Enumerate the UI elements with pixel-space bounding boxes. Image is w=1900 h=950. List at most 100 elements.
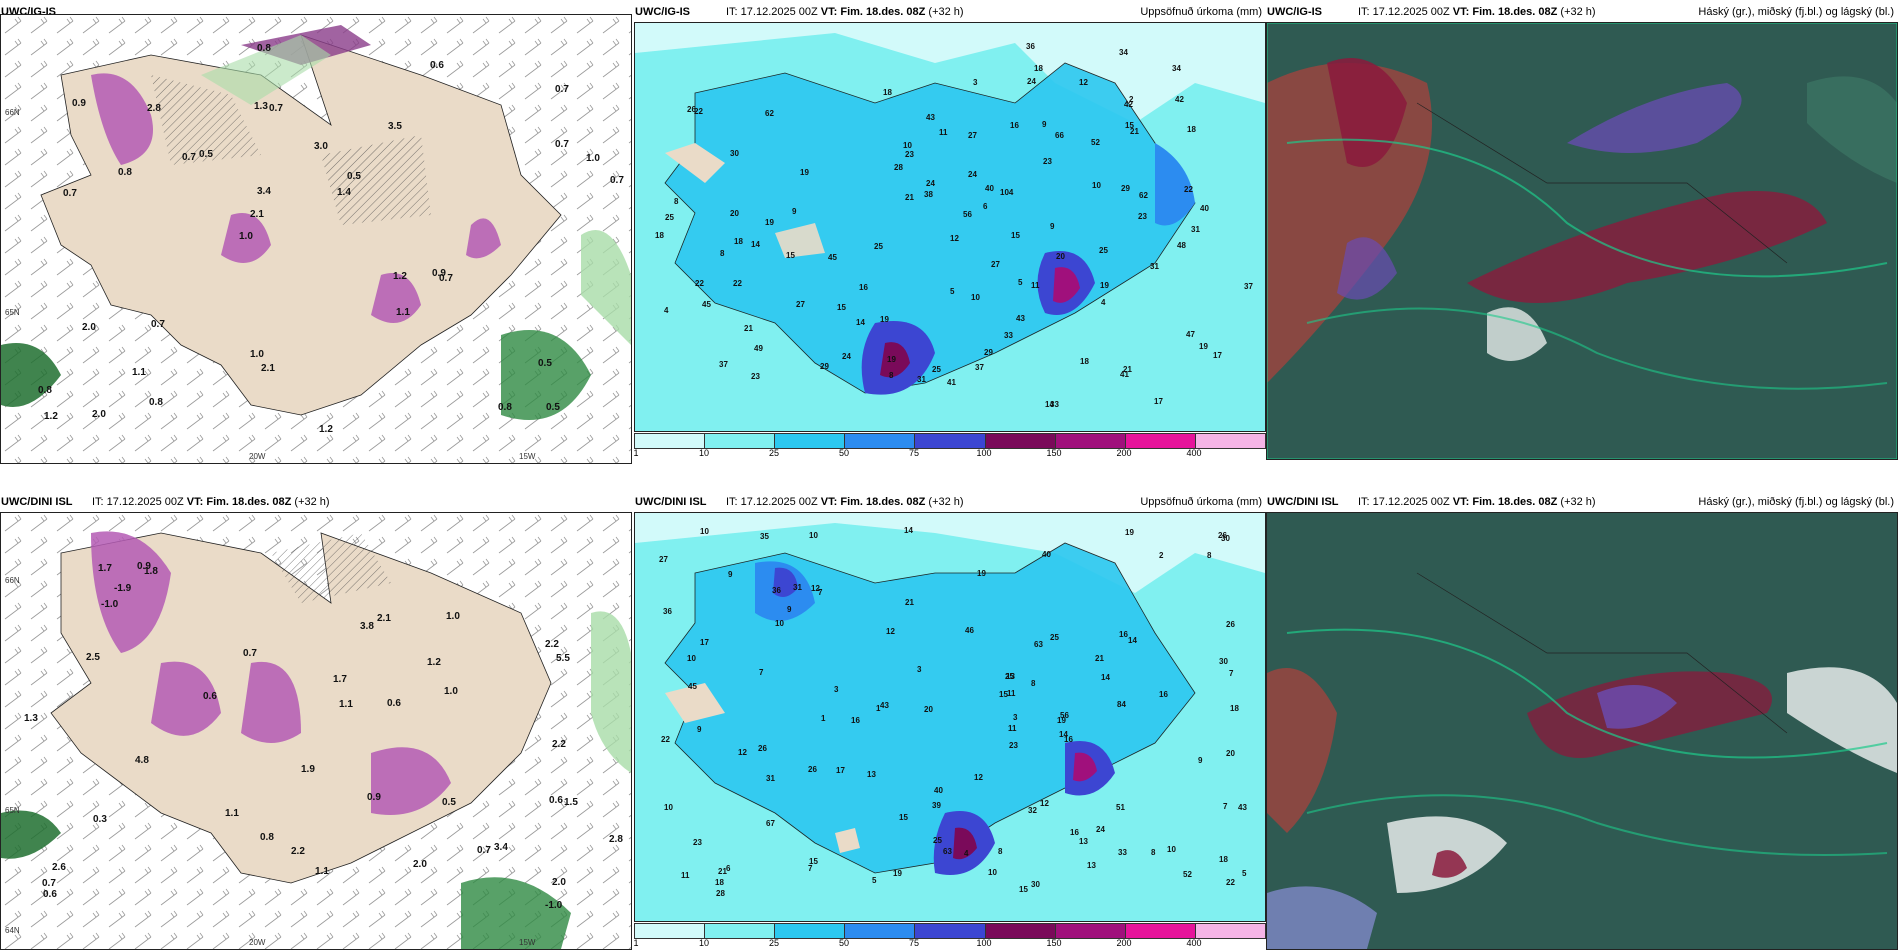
panel-bottom-left: UWC/DINI ISL IT: 17.12.2025 00Z VT: Fim.… [0, 490, 632, 950]
map-value-label: 21 [905, 598, 914, 607]
map-value-label: 15 [809, 857, 818, 866]
map-value-label: 2.1 [261, 363, 275, 374]
model-name: UWC/IG-IS [1267, 6, 1322, 18]
map-value-label: 22 [695, 279, 704, 288]
map-value-label: 22 [661, 735, 670, 744]
precip-map: 5 15 15 13 10 9 1 52 14 12 2 63 43 39 40 15 17 7 16 27 32 30 1… [634, 512, 1266, 922]
map-value-label: 12 [1040, 799, 1049, 808]
map-value-label: 10 [664, 803, 673, 812]
map-value-label: 21 [744, 324, 753, 333]
map-value-label: 21 [718, 867, 727, 876]
map-value-label: 25 [665, 213, 674, 222]
map-value-label: 33 [1050, 400, 1059, 409]
colorbar-segment [1055, 434, 1126, 448]
map-value-label: 0.7 [477, 845, 491, 856]
map-value-label: 0.5 [199, 149, 213, 160]
colorbar-segment [635, 434, 706, 448]
map-value-label: 16 [1070, 828, 1079, 837]
map-value-label: 19 [880, 315, 889, 324]
map-value-label: 16 [859, 283, 868, 292]
map-value-label: 35 [760, 532, 769, 541]
colorbar-tick: 1 [633, 448, 639, 458]
map-value-label: 15 [786, 251, 795, 260]
map-value-label: 8 [674, 197, 679, 206]
field-title: Háský (gr.), miðský (fj.bl.) og lágský (… [1698, 6, 1894, 18]
colorbar-boxes [634, 923, 1266, 939]
map-value-label: 0.6 [203, 691, 217, 702]
colorbar-tick: 25 [768, 938, 780, 948]
colorbar-tick: 25 [768, 448, 780, 458]
map-value-label: 10 [903, 141, 912, 150]
map-value-label: 23 [1043, 157, 1052, 166]
map-value-label: 2.6 [52, 862, 66, 873]
map-value-label: -1.0 [101, 599, 119, 610]
map-value-label: 9 [728, 570, 733, 579]
map-value-label: 18 [1034, 64, 1043, 73]
map-value-label: 0.9 [137, 561, 151, 572]
map-value-label: 31 [1191, 225, 1200, 234]
map-value-label: 42 [1124, 100, 1133, 109]
map-value-label: 37 [975, 363, 984, 372]
map-value-label: 4 [1101, 298, 1106, 307]
map-value-label: 1.4 [337, 187, 351, 198]
colorbar-segment [705, 924, 776, 938]
map-value-label: 5 [950, 287, 955, 296]
colorbar-tick: 50 [838, 448, 850, 458]
map-value-label: 43 [1016, 314, 1025, 323]
map-value-label: 1.8 [144, 566, 158, 577]
map-value-label: 5.5 [556, 653, 570, 664]
map-value-label: 0.5 [546, 402, 560, 413]
cloud-map [1266, 512, 1898, 950]
map-value-label: 46 [965, 626, 974, 635]
map-value-label: 19 [1057, 716, 1066, 725]
map-value-label: 25 [1099, 246, 1108, 255]
panel-top-middle: UWC/IG-IS IT: 17.12.2025 00Z VT: Fim. 18… [633, 0, 1266, 460]
map-value-label: 15 [999, 690, 1008, 699]
map-value-label: 19 [1100, 281, 1109, 290]
issue-time: IT: 17.12.2025 00Z VT: Fim. 18.des. 08Z … [1358, 6, 1596, 18]
map-value-label: 33 [1004, 331, 1013, 340]
map-value-label: 0.6 [43, 889, 57, 900]
map-value-label: 5 [872, 876, 877, 885]
map-value-label: 7 [1223, 802, 1228, 811]
colorbar-tick: 100 [976, 938, 992, 948]
map-value-label: 25 [874, 242, 883, 251]
map-value-label: 2.0 [92, 409, 106, 420]
value-labels: 0.50.70.71.03.52.01.33.02.00.50.81.10.70… [38, 43, 624, 435]
map-value-label: 0.7 [243, 648, 257, 659]
map-value-label: 62 [1139, 191, 1148, 200]
model-name: UWC/DINI ISL [1267, 496, 1339, 508]
issue-time: IT: 17.12.2025 00Z VT: Fim. 18.des. 08Z … [1358, 496, 1596, 508]
map-value-label: 1 [876, 704, 881, 713]
map-value-label: 14 [1059, 730, 1068, 739]
map-value-label: 11 [1007, 689, 1016, 698]
map-value-label: 32 [1028, 806, 1037, 815]
map-value-label: 27 [991, 260, 1000, 269]
model-name: UWC/IG-IS [635, 6, 690, 18]
map-value-label: 3 [1013, 713, 1018, 722]
map-value-label: 43 [1238, 803, 1247, 812]
map-value-label: 2.1 [250, 209, 264, 220]
map-value-label: 41 [1120, 370, 1129, 379]
map-value-label: 1.0 [586, 153, 600, 164]
map-value-label: 0.6 [387, 698, 401, 709]
map-value-label: 13 [1006, 672, 1015, 681]
map-value-label: 3 [917, 665, 922, 674]
map-value-label: 2.0 [413, 859, 427, 870]
colorbar-segment [1195, 924, 1265, 938]
map-value-label: 23 [1138, 212, 1147, 221]
map-value-label: 7 [759, 668, 764, 677]
map-value-label: 0.8 [38, 385, 52, 396]
map-value-label: 0.7 [63, 188, 77, 199]
colorbar-segment [845, 434, 916, 448]
map-value-label: 21 [1095, 654, 1104, 663]
map-value-label: 15 [899, 813, 908, 822]
map-value-label: 19 [765, 218, 774, 227]
map-value-label: 10 [988, 868, 997, 877]
map-value-label: 26 [687, 105, 696, 114]
map-value-label: 104 [1000, 188, 1014, 197]
issue-time: IT: 17.12.2025 00Z VT: Fim. 18.des. 08Z … [726, 496, 964, 508]
map-value-label: 30 [1221, 534, 1230, 543]
map-value-label: 28 [716, 889, 725, 898]
